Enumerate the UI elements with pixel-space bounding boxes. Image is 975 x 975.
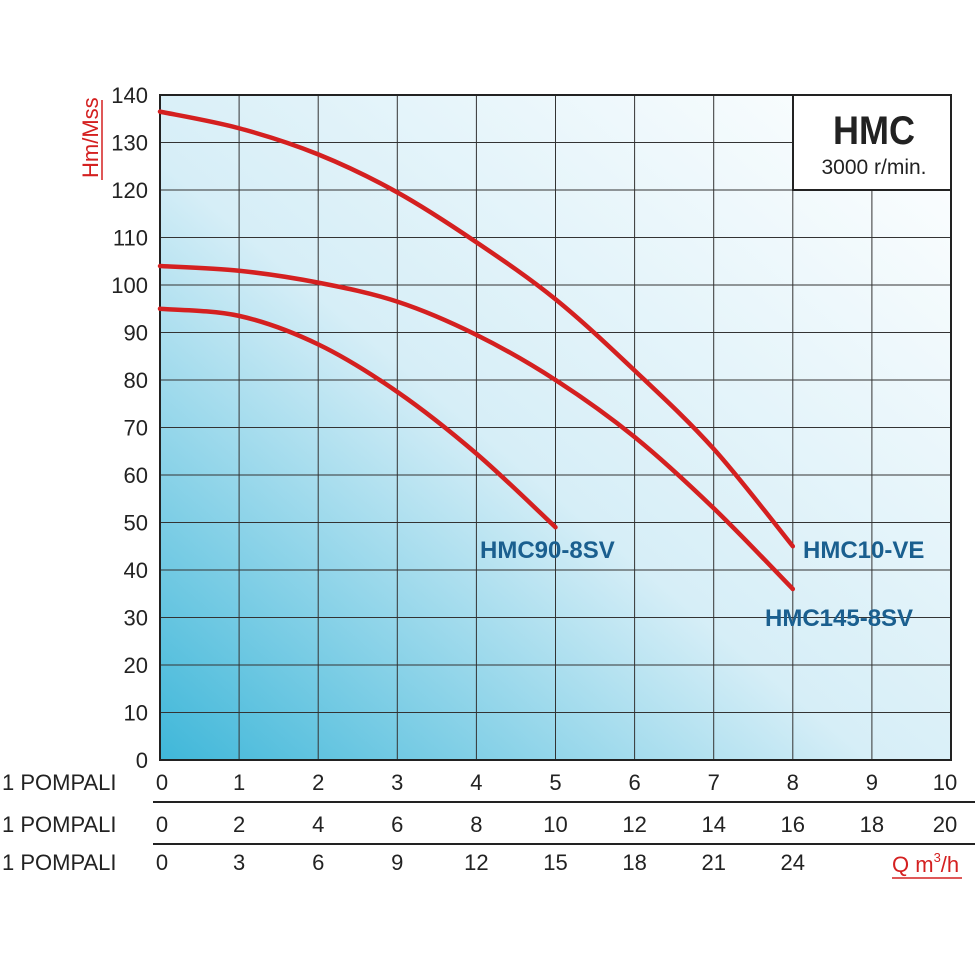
x-tick-label: 5 — [549, 770, 561, 795]
x-tick-label: 10 — [933, 770, 957, 795]
curve-hmc10-ve — [157, 109, 796, 549]
x-tick-label: 6 — [391, 812, 403, 837]
y-axis-label: Hm/Mss — [78, 97, 103, 178]
y-tick-label: 90 — [124, 321, 148, 346]
x-tick-label: 6 — [312, 850, 324, 875]
x-scale-row-label: 1 POMPALI — [2, 812, 117, 837]
y-tick-label: 80 — [124, 368, 148, 393]
x-tick-label: 15 — [543, 850, 567, 875]
x-tick-label: 14 — [701, 812, 725, 837]
x-tick-label: 12 — [464, 850, 488, 875]
x-tick-label: 24 — [781, 850, 805, 875]
y-tick-label: 100 — [111, 273, 148, 298]
y-tick-label: 20 — [124, 653, 148, 678]
y-tick-label: 60 — [124, 463, 148, 488]
x-tick-label: 8 — [787, 770, 799, 795]
x-scale-rows: 1 POMPALI 0 1 2 3 4 5 6 7 8 9 101 POMPALI 0 2 4 6 8 10 12 1… — [2, 770, 975, 875]
x-tick-label: 7 — [708, 770, 720, 795]
x-tick-label: 3 — [391, 770, 403, 795]
curves: HMC10-VE HMC145-8SV HMC90-8SV — [157, 109, 924, 632]
y-tick-label: 10 — [124, 701, 148, 726]
chart-title: HMC — [833, 109, 915, 153]
x-tick-label: 9 — [391, 850, 403, 875]
x-tick-label: 1 — [233, 770, 245, 795]
y-tick-label: 0 — [136, 748, 148, 773]
x-tick-label: 20 — [933, 812, 957, 837]
x-tick-label: 2 — [233, 812, 245, 837]
x-tick-label: 16 — [781, 812, 805, 837]
curve-label: HMC145-8SV — [765, 605, 913, 632]
chart-subtitle: 3000 r/min. — [821, 156, 926, 179]
y-tick-label: 140 — [111, 83, 148, 108]
y-tick-label: 30 — [124, 606, 148, 631]
x-tick-label: 0 — [156, 770, 168, 795]
x-tick-label: 4 — [312, 812, 324, 837]
plot-border — [159, 94, 952, 761]
y-tick-label: 120 — [111, 178, 148, 203]
y-tick-label: 70 — [124, 416, 148, 441]
x-tick-label: 10 — [543, 812, 567, 837]
x-tick-label: 8 — [470, 812, 482, 837]
y-tick-label: 40 — [124, 558, 148, 583]
y-tick-labels: 0 10 20 30 40 50 60 70 80 90 100 110 120 130 140 — [111, 83, 148, 773]
x-tick-label: 3 — [233, 850, 245, 875]
x-tick-label: 0 — [156, 850, 168, 875]
x-axis-label: Q m3/h — [892, 850, 959, 877]
x-tick-label: 2 — [312, 770, 324, 795]
x-tick-label: 9 — [866, 770, 878, 795]
x-tick-label: 18 — [622, 850, 646, 875]
x-tick-label: 4 — [470, 770, 482, 795]
curve-label: HMC10-VE — [803, 537, 924, 564]
y-tick-label: 130 — [111, 131, 148, 156]
curve-hmc145-8sv — [157, 263, 796, 592]
curve-label: HMC90-8SV — [480, 537, 615, 564]
x-tick-label: 0 — [156, 812, 168, 837]
title-box — [792, 94, 952, 191]
x-tick-label: 12 — [622, 812, 646, 837]
x-tick-label: 18 — [860, 812, 884, 837]
curve-hmc90-8sv — [157, 306, 558, 530]
x-scale-row-label: 1 POMPALI — [2, 850, 117, 875]
y-tick-label: 110 — [113, 226, 148, 251]
x-tick-label: 21 — [701, 850, 725, 875]
x-scale-row-label: 1 POMPALI — [2, 770, 117, 795]
x-tick-label: 6 — [628, 770, 640, 795]
y-tick-label: 50 — [124, 511, 148, 536]
